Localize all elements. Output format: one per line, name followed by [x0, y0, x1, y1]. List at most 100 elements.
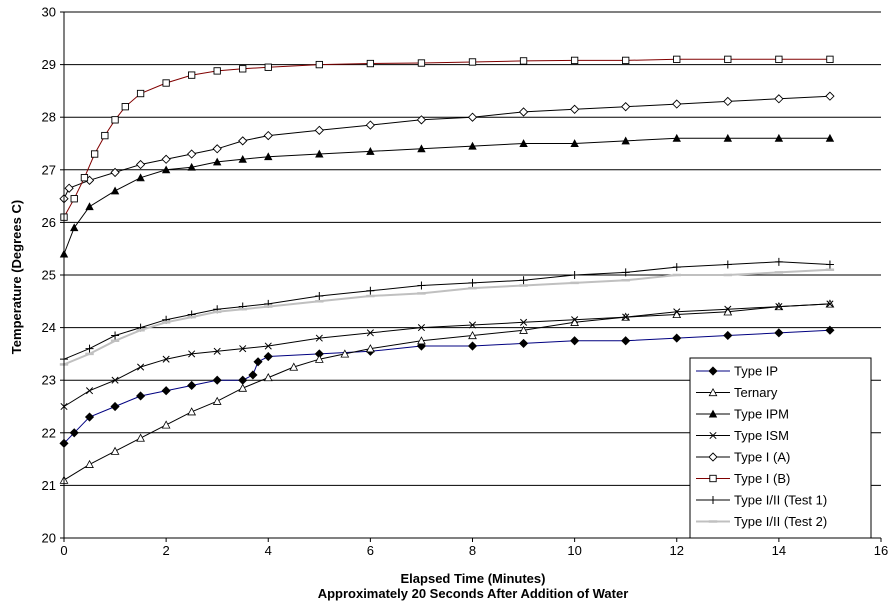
- data-point: [366, 147, 375, 155]
- data-point: [263, 373, 273, 382]
- data-point: [110, 446, 120, 455]
- data-point: [121, 103, 129, 111]
- data-point: [774, 133, 784, 142]
- data-point: [238, 154, 247, 163]
- series-2: [59, 133, 835, 258]
- y-tick-label: 28: [42, 110, 56, 125]
- series-7: [59, 268, 835, 366]
- data-point: [85, 202, 94, 211]
- data-point: [673, 55, 681, 63]
- legend-swatch-marker: [709, 496, 717, 504]
- series-line: [63, 303, 830, 481]
- data-point: [570, 336, 580, 346]
- series-layer: [59, 55, 835, 484]
- data-point: [263, 351, 273, 362]
- legend-swatch-marker: [709, 474, 717, 483]
- data-point: [264, 63, 272, 71]
- y-tick-label: 22: [42, 425, 56, 440]
- data-point: [101, 131, 109, 140]
- data-point: [570, 56, 579, 65]
- data-point: [314, 354, 324, 363]
- series-line: [63, 268, 830, 366]
- y-tick-label: 25: [42, 268, 56, 283]
- legend-label: Type IP: [734, 364, 778, 379]
- legend-item: Ternary: [696, 385, 778, 400]
- data-point: [213, 347, 221, 355]
- legend-item: Type IP: [696, 364, 778, 379]
- y-tick-label: 21: [42, 478, 56, 493]
- data-point: [417, 336, 426, 345]
- data-point: [518, 338, 529, 348]
- data-point: [468, 330, 477, 340]
- data-point: [520, 318, 528, 326]
- data-point: [238, 383, 248, 392]
- data-point: [69, 428, 79, 438]
- x-tick-label: 4: [265, 543, 272, 558]
- data-point: [417, 59, 426, 67]
- data-point: [162, 79, 170, 87]
- y-tick-label: 20: [42, 531, 56, 546]
- legend-item: Type IPM: [696, 407, 789, 422]
- data-point: [417, 324, 425, 332]
- data-point: [570, 271, 579, 279]
- data-point: [774, 94, 784, 104]
- data-point: [723, 260, 732, 269]
- legend-label: Type ISM: [734, 428, 789, 443]
- data-point: [416, 115, 427, 125]
- legend-label: Ternary: [734, 385, 778, 400]
- data-point: [212, 157, 222, 166]
- data-point: [135, 159, 146, 170]
- data-point: [188, 71, 196, 79]
- legend-swatch-marker: [708, 387, 718, 397]
- data-point: [161, 154, 171, 164]
- legend-swatch-marker: [708, 366, 718, 376]
- data-point: [136, 89, 145, 98]
- data-point: [315, 60, 323, 69]
- data-point: [137, 363, 145, 371]
- x-tick-label: 16: [874, 543, 888, 558]
- data-point: [315, 292, 324, 301]
- data-point: [825, 91, 835, 101]
- data-point: [90, 150, 99, 158]
- data-point: [161, 420, 171, 429]
- legend-swatch-marker: [709, 431, 717, 440]
- data-point: [213, 67, 221, 75]
- data-point: [621, 268, 630, 277]
- data-point: [672, 133, 681, 142]
- data-point: [253, 357, 263, 367]
- legend-label: Type IPM: [734, 407, 789, 422]
- legend-item: Type I/II (Test 1): [696, 493, 827, 508]
- y-tick-label: 24: [42, 320, 56, 335]
- legend-label: Type I/II (Test 2): [734, 514, 827, 529]
- x-tick-label: 2: [163, 543, 170, 558]
- data-point: [110, 167, 120, 178]
- data-point: [366, 286, 375, 295]
- data-point: [519, 276, 528, 285]
- data-point: [672, 99, 682, 109]
- legend-item: Type ISM: [696, 428, 789, 443]
- data-point: [622, 313, 630, 321]
- data-point: [723, 330, 733, 341]
- data-point: [111, 331, 120, 340]
- data-point: [724, 305, 732, 313]
- legend-item: Type I/II (Test 2): [696, 514, 827, 529]
- legend-label: Type I (A): [734, 450, 790, 465]
- data-point: [570, 139, 579, 147]
- data-point: [519, 325, 528, 334]
- data-point: [621, 336, 631, 346]
- series-5: [60, 55, 834, 221]
- data-point: [723, 133, 733, 142]
- data-point: [187, 149, 197, 159]
- series-line: [63, 261, 830, 360]
- x-axis-title: Elapsed Time (Minutes): [401, 571, 546, 586]
- data-point: [314, 125, 324, 135]
- data-point: [340, 349, 350, 358]
- data-point: [467, 112, 478, 122]
- data-point: [111, 376, 119, 384]
- data-point: [248, 370, 258, 380]
- data-point: [187, 162, 196, 171]
- data-point: [366, 344, 375, 353]
- data-point: [212, 144, 222, 154]
- data-point: [774, 328, 784, 338]
